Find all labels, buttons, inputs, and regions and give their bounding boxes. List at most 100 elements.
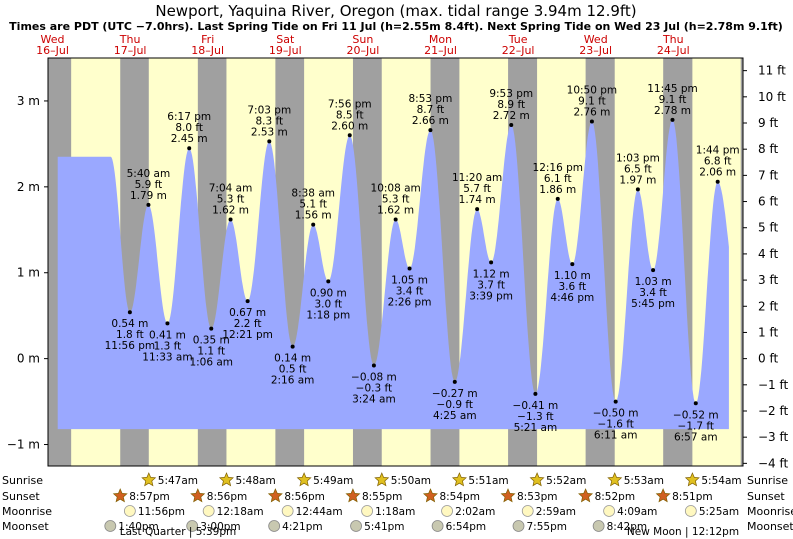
sunrise-time: 5:51am [468,475,508,487]
day-name-label: Sat [276,33,295,46]
tide-point [509,122,514,127]
row-label-left: Sunrise [2,474,43,487]
tide-label: 9.1 ft [659,94,687,106]
tide-label: −0.50 m [593,408,639,420]
tide-label: 3.7 ft [477,279,505,291]
moonset-time: 3:00pm [200,521,240,533]
sunset-icon [190,488,206,503]
row-label-right: Sunset [747,490,785,503]
tide-label: 0.54 m [111,318,148,330]
tide-point [209,326,214,331]
sunrise-time: 5:49am [313,475,353,487]
tide-label: 2.53 m [251,126,288,138]
tide-label: 1.10 m [554,270,591,282]
tide-label: 3.4 ft [639,287,667,299]
y-tick-label-m: 2 m [17,180,40,194]
y-tick-label-m: −1 m [7,438,40,452]
row-label-right: Moonrise [747,505,793,518]
tide-label: −0.27 m [432,388,478,400]
day-date-label: 22–Jul [502,44,535,57]
y-tick-label-ft: 5 ft [758,221,778,235]
y-tick-label-ft: −2 ft [758,404,789,418]
moonrise-icon [603,505,616,517]
chart-title: Newport, Yaquina River, Oregon (max. tid… [155,2,636,20]
tide-label: 1.79 m [130,190,167,202]
tide-label: 0.14 m [274,353,311,365]
chart-subtitle: Times are PDT (UTC −7.0hrs). Last Spring… [9,20,783,33]
sunset-icon [345,488,361,503]
sunrise-icon [451,472,467,487]
moonset-icon [104,520,117,532]
tide-label: 4:25 am [433,410,477,422]
tide-label: 2.06 m [699,167,736,179]
row-label-left: Moonset [2,520,49,533]
tide-label: 5:45 pm [631,298,675,310]
moonrise-icon [123,505,136,517]
y-tick-label-ft: 9 ft [758,116,778,130]
tide-label: 5.1 ft [299,199,327,211]
sunrise-icon [529,472,545,487]
tide-label: 1.12 m [473,268,510,280]
tide-label: 6:57 am [674,431,718,443]
day-date-label: 23–Jul [579,44,612,57]
sunset-icon [422,488,438,503]
tide-point [326,279,331,284]
tide-label: 3.6 ft [558,281,586,293]
tide-label: 1.3 ft [154,340,182,352]
day-date-label: 20–Jul [347,44,380,57]
tide-point [245,299,250,304]
moonset-time: 6:54pm [446,521,486,533]
tide-point [146,202,151,207]
axes: −1 m 0 m 1 m 2 m 3 m −4 ft −3 ft −2 ft −1 ft 0 ft… [7,57,789,470]
tide-label: 1:44 pm [696,145,740,157]
tide-label: 2:16 am [271,375,315,387]
moonrise-time: 2:59am [536,506,576,518]
moonrise-icon [202,505,215,517]
moonrise-icon [441,505,453,517]
sunset-time: 8:55pm [362,491,402,503]
moonrise-time: 2:02am [455,506,495,518]
y-tick-label-ft: 1 ft [758,325,778,339]
sunset-time: 8:51pm [672,491,712,503]
tide-label: 3:24 am [352,394,396,406]
moonset-time: 4:21pm [282,521,322,533]
tide-point [589,119,594,124]
tide-label: 5.7 ft [463,183,491,195]
sunrise-icon [684,472,700,487]
moon-phase-note: Last Quarter | 5:39pm [120,526,236,538]
tide-label: 6:17 pm [167,111,211,123]
row-label-left: Moonrise [2,505,52,518]
sunrise-time: 5:48am [235,475,275,487]
sunrise-time: 5:52am [546,475,586,487]
moonrise-time: 12:44am [296,506,343,518]
tide-point [475,207,480,212]
tide-point [371,363,376,368]
tide-point [165,321,170,326]
sunrise-icon [141,472,157,487]
tide-point [393,217,398,222]
tide-label: 0.90 m [310,287,347,299]
tide-label: 1.97 m [619,174,656,186]
tide-label: 8.7 ft [417,104,445,116]
tide-point [715,179,720,184]
night-band [740,58,743,466]
sunset-icon [578,488,594,503]
tide-point [407,266,412,271]
tide-label: 8:38 am [291,188,335,200]
row-label-right: Sunrise [747,474,788,487]
y-tick-label-ft: 2 ft [758,299,778,313]
sunset-time: 8:56pm [284,491,324,503]
tide-label: 7:03 pm [247,104,291,116]
tide-label: 1.03 m [635,276,672,288]
sunset-time: 8:57pm [129,491,169,503]
tide-area-path [57,119,729,430]
tide-label: 5:40 am [127,168,171,180]
tide-label: 1.56 m [295,210,332,222]
tide-label: −0.3 ft [356,383,392,395]
tide-label: −1.7 ft [678,420,714,432]
tide-label: 6.8 ft [704,156,732,168]
tide-label: −0.08 m [351,372,397,384]
tide-label: 7:56 pm [328,98,372,110]
moonrise-time: 5:25am [699,506,739,518]
